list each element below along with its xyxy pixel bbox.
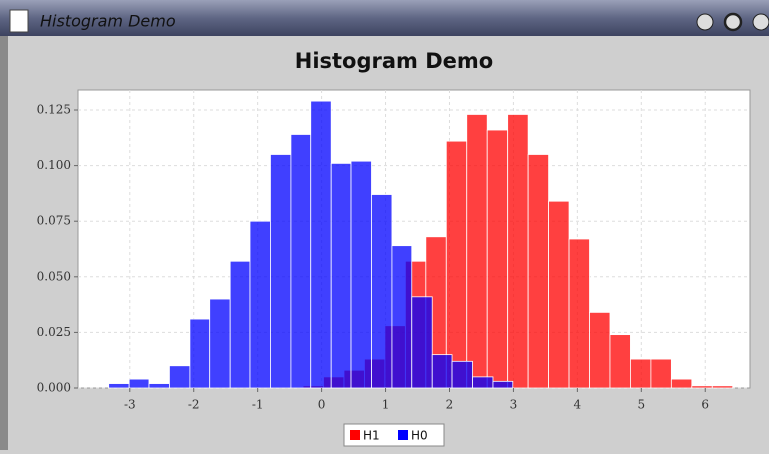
window-frame [0, 36, 8, 450]
bar [486, 129, 509, 389]
y-tick-label: 0.050 [37, 269, 71, 283]
bar [527, 154, 549, 389]
legend [343, 423, 445, 447]
x-tick-label: 0 [318, 398, 326, 412]
bar [249, 220, 271, 389]
bar [128, 378, 150, 389]
maximize-button[interactable] [723, 12, 743, 32]
bar [270, 154, 292, 389]
x-tick-label: -2 [188, 398, 200, 412]
legend-swatch [398, 430, 408, 440]
bar [431, 354, 453, 389]
bar [472, 376, 494, 389]
bar [148, 383, 170, 389]
window-title: Histogram Demo [40, 12, 176, 31]
x-tick-label: 1 [382, 398, 390, 412]
bar [290, 134, 312, 389]
bar [589, 311, 611, 389]
bar [350, 160, 372, 389]
bar [411, 296, 433, 389]
bar [670, 378, 693, 389]
bar [548, 200, 570, 389]
x-tick-label: 4 [574, 398, 582, 412]
bar [310, 100, 332, 389]
bar [108, 383, 130, 389]
bar [209, 298, 231, 389]
legend-swatch [350, 430, 360, 440]
x-tick-label: 2 [446, 398, 454, 412]
bar [466, 114, 488, 389]
bar [609, 334, 631, 389]
y-tick-label: 0.000 [37, 381, 71, 395]
y-tick-label: 0.025 [37, 325, 71, 339]
y-tick-label: 0.075 [37, 214, 71, 228]
bar [371, 194, 393, 389]
x-tick-label: 5 [637, 398, 645, 412]
bar [229, 260, 251, 389]
bar [650, 358, 672, 389]
window-icon [9, 9, 29, 33]
bar [691, 385, 713, 389]
bar [568, 238, 590, 389]
x-tick-label: -3 [124, 398, 136, 412]
x-tick-label: 6 [701, 398, 709, 412]
minimize-button[interactable] [696, 13, 714, 31]
bar [630, 358, 652, 389]
bar [507, 114, 529, 389]
close-button[interactable] [752, 13, 769, 31]
bar [451, 360, 473, 389]
title-bar [0, 0, 769, 36]
bar [492, 380, 514, 389]
bar [189, 318, 211, 389]
bar [330, 162, 352, 389]
legend-label: H0 [411, 429, 428, 443]
chart-title: Histogram Demo [295, 49, 493, 73]
y-tick-label: 0.125 [37, 103, 71, 117]
bar [169, 365, 191, 389]
bar [391, 245, 413, 389]
legend-label: H1 [363, 429, 380, 443]
bar [445, 140, 468, 389]
y-tick-label: 0.100 [37, 158, 71, 172]
x-tick-label: 3 [510, 398, 518, 412]
bar [711, 385, 734, 389]
x-tick-label: -1 [252, 398, 264, 412]
